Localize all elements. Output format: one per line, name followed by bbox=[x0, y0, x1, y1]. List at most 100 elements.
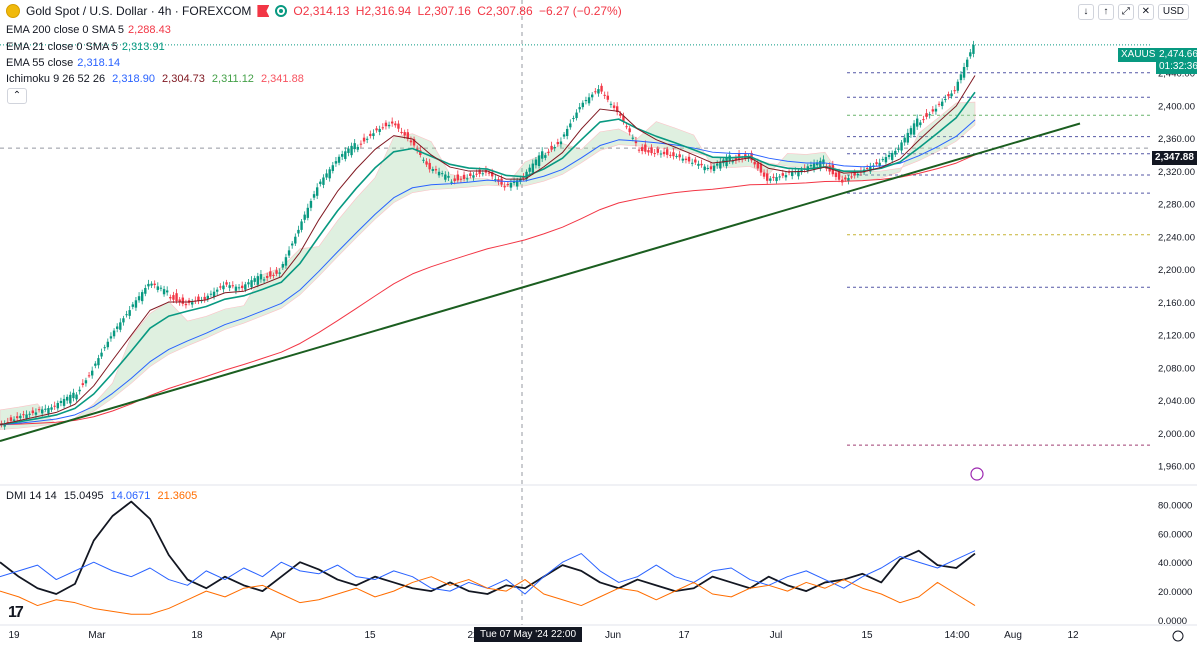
price-tick-label: 2,440.00 bbox=[1158, 69, 1195, 80]
candle-body bbox=[781, 173, 785, 176]
candle-body bbox=[456, 174, 460, 181]
settings-gear-icon[interactable] bbox=[1172, 630, 1184, 642]
legend-ema200-value: 2,288.43 bbox=[128, 24, 171, 36]
candle-body bbox=[909, 128, 913, 135]
candle-body bbox=[778, 176, 781, 178]
candle-body bbox=[956, 81, 960, 91]
candle-body bbox=[944, 98, 947, 101]
flag-icon[interactable] bbox=[257, 5, 270, 17]
candle-body bbox=[184, 303, 188, 306]
candle-body bbox=[447, 175, 450, 178]
candle-body bbox=[387, 124, 391, 127]
candle-body bbox=[603, 94, 606, 96]
candle-body bbox=[481, 173, 485, 175]
candle-body bbox=[34, 412, 38, 415]
candle-body bbox=[287, 250, 291, 256]
arrow-down-icon[interactable]: ↓ bbox=[1077, 4, 1094, 20]
alert-icon[interactable] bbox=[970, 467, 984, 481]
candle-body bbox=[222, 285, 225, 290]
candle-body bbox=[928, 114, 931, 116]
candle-body bbox=[719, 161, 722, 169]
ema21-line[interactable] bbox=[0, 91, 976, 426]
candle-body bbox=[572, 118, 575, 120]
candle-body bbox=[359, 143, 363, 145]
candle-body bbox=[878, 162, 881, 166]
close-icon[interactable]: ✕ bbox=[1137, 4, 1154, 20]
candle-body bbox=[156, 286, 160, 290]
candle-body bbox=[453, 178, 456, 182]
candle-body bbox=[459, 178, 463, 180]
collapse-legend-button[interactable]: ⌃ bbox=[7, 88, 27, 104]
legend-ema200[interactable]: EMA 200 close 0 SMA 5 2,288.43 bbox=[6, 24, 171, 36]
candle-body bbox=[247, 282, 250, 285]
candle-body bbox=[640, 147, 644, 152]
candle-body bbox=[797, 170, 800, 177]
legend-ema55[interactable]: EMA 55 close 2,318.14 bbox=[6, 57, 120, 69]
symbol-title[interactable]: Gold Spot / U.S. Dollar · 4h · FOREXCOM bbox=[26, 4, 252, 18]
legend-ichimoku[interactable]: Ichimoku 9 26 52 26 2,318.90 2,304.73 2,… bbox=[6, 73, 304, 85]
candle-body bbox=[50, 407, 53, 410]
candle-body bbox=[494, 179, 497, 181]
legend-dmi-value-1: 15.0495 bbox=[63, 490, 104, 502]
dmi-tick-label: 80.0000 bbox=[1158, 500, 1192, 511]
candle-body bbox=[44, 408, 47, 410]
candle-body bbox=[884, 157, 888, 163]
candle-body bbox=[587, 97, 591, 104]
candle-body bbox=[628, 128, 631, 133]
candle-body bbox=[544, 155, 547, 158]
candle-body bbox=[694, 159, 697, 163]
candle-body bbox=[609, 103, 613, 105]
candle-body bbox=[312, 194, 316, 198]
plus-di-line[interactable] bbox=[0, 550, 976, 595]
trendline[interactable] bbox=[0, 122, 1081, 443]
candle-body bbox=[972, 44, 975, 54]
candle-body bbox=[465, 178, 469, 180]
ohlc-open: O2,314.13 bbox=[293, 4, 350, 18]
candle-body bbox=[922, 119, 925, 121]
candle-body bbox=[100, 352, 103, 357]
candle-body bbox=[890, 152, 894, 160]
candle-body bbox=[259, 274, 263, 280]
ema55-line[interactable] bbox=[0, 119, 976, 426]
candle-body bbox=[434, 169, 438, 171]
candle-body bbox=[962, 67, 966, 78]
price-axis[interactable] bbox=[1152, 0, 1197, 645]
candle-body bbox=[228, 285, 231, 288]
candle-body bbox=[765, 173, 769, 181]
candle-body bbox=[709, 166, 713, 170]
candle-body bbox=[319, 181, 322, 185]
minus-di-line[interactable] bbox=[0, 576, 976, 615]
adx-line[interactable] bbox=[0, 500, 976, 595]
candle-body bbox=[140, 292, 144, 302]
candle-body bbox=[81, 383, 85, 386]
candle-body bbox=[947, 94, 950, 97]
tradingview-logo[interactable]: 17 bbox=[8, 604, 24, 621]
time-tick-label: Jul bbox=[770, 630, 783, 641]
candle-body bbox=[600, 85, 603, 92]
candle-body bbox=[284, 257, 288, 266]
candle-body bbox=[356, 146, 360, 150]
currency-button[interactable]: USD bbox=[1157, 4, 1189, 20]
kijun-line[interactable] bbox=[0, 75, 976, 426]
candle-body bbox=[281, 264, 285, 268]
maximize-icon[interactable]: ⤢ bbox=[1117, 4, 1134, 20]
arrow-up-icon[interactable]: ↑ bbox=[1097, 4, 1114, 20]
candle-body bbox=[684, 158, 688, 161]
ema200-line[interactable] bbox=[0, 154, 976, 426]
price-tick-label: 2,040.00 bbox=[1158, 396, 1195, 407]
candle-body bbox=[919, 122, 922, 126]
candle-body bbox=[412, 139, 416, 146]
legend-dmi[interactable]: DMI 14 14 15.0495 14.0671 21.3605 bbox=[6, 490, 197, 502]
candle-body bbox=[19, 415, 22, 419]
candle-body bbox=[556, 142, 560, 145]
legend-ema21[interactable]: EMA 21 close 0 SMA 5 2,313.91 bbox=[6, 41, 165, 53]
candle-body bbox=[231, 285, 235, 287]
price-tick-label: 2,120.00 bbox=[1158, 331, 1195, 342]
price-tick-label: 1,960.00 bbox=[1158, 462, 1195, 473]
candle-body bbox=[578, 107, 581, 110]
pane-controls: ↓ ↑ ⤢ ✕ USD bbox=[1077, 4, 1189, 20]
candle-body bbox=[369, 133, 372, 137]
candle-body bbox=[690, 162, 694, 164]
